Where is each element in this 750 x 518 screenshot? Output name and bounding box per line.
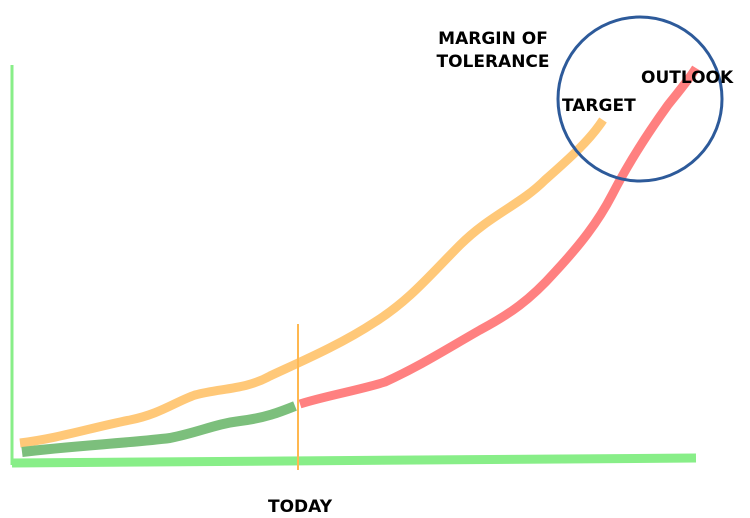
outlook-label: OUTLOOK: [641, 68, 734, 88]
tolerance-circle: [556, 15, 724, 183]
outlook-line: [298, 65, 700, 409]
actual-line: [21, 401, 297, 457]
margin-label: MARGIN OF: [438, 29, 548, 49]
target-label: TARGET: [562, 96, 636, 116]
target-line: [19, 117, 607, 448]
horizontal-axis: [11, 453, 697, 468]
today-label: TODAY: [268, 497, 333, 517]
margin-label: TOLERANCE: [436, 52, 549, 72]
